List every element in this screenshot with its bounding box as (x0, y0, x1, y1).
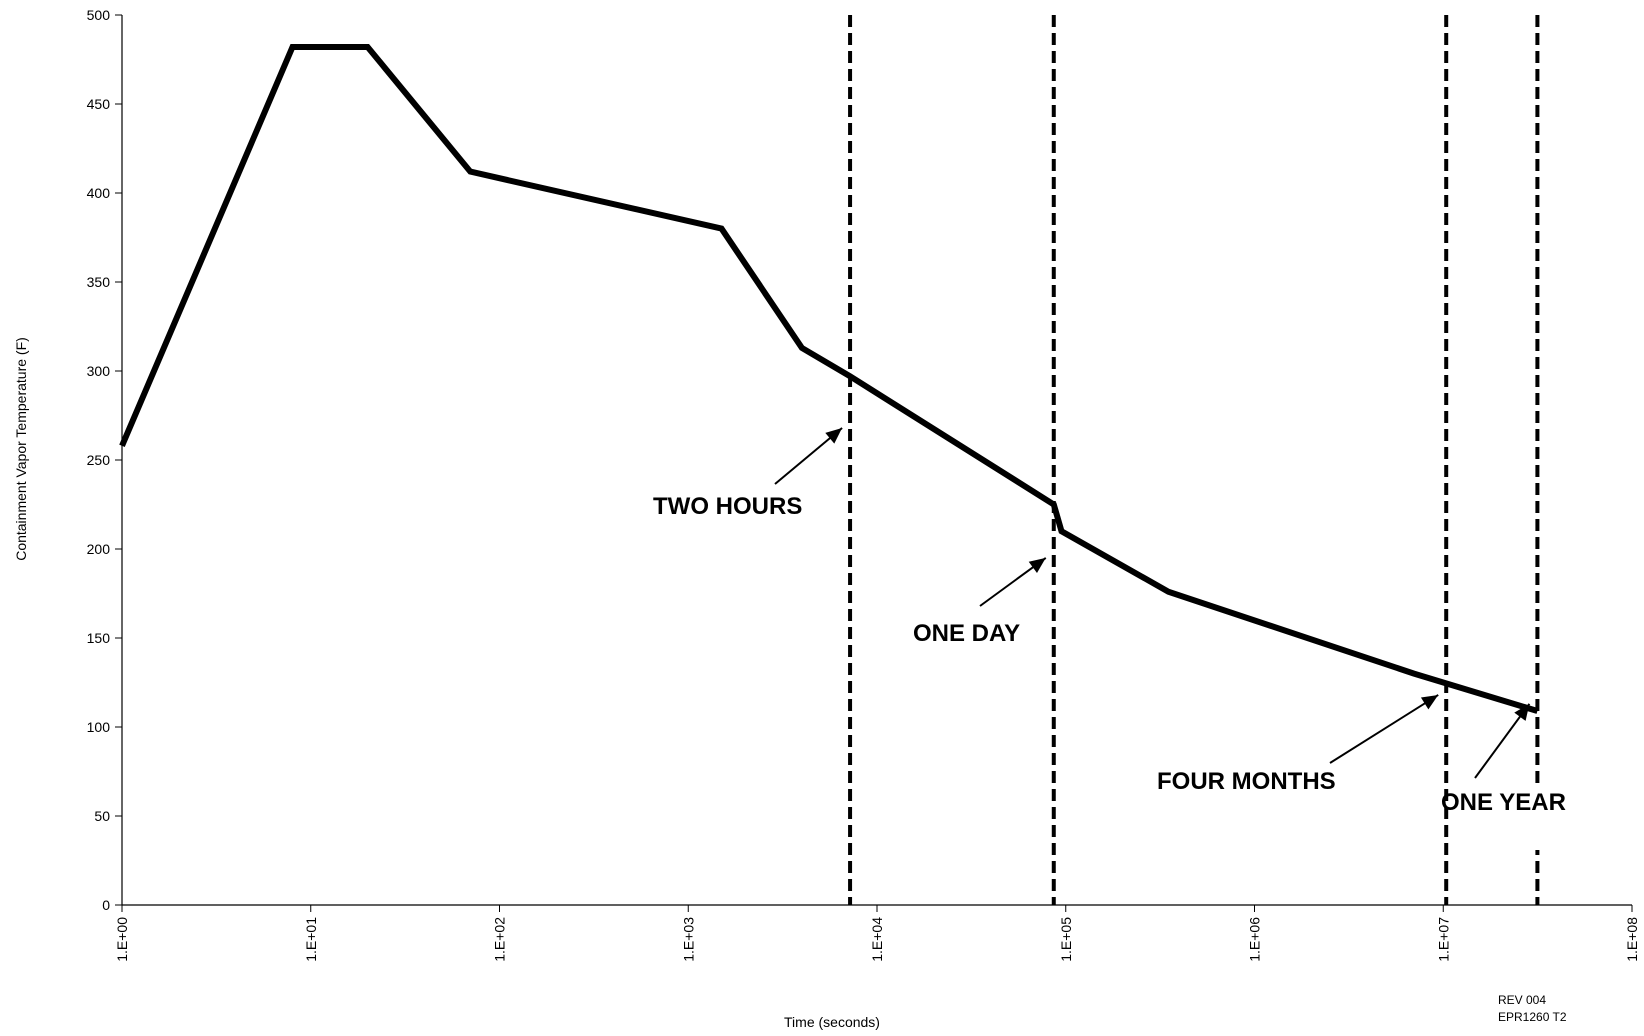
y-tick-label: 350 (87, 274, 111, 290)
annotation-label: FOUR MONTHS (1157, 768, 1336, 795)
annotation-label: ONE DAY (913, 620, 1020, 647)
y-tick-label: 450 (87, 96, 111, 112)
x-tick-label: 1.E+04 (869, 917, 885, 962)
annotation-arrowhead (1420, 694, 1439, 710)
x-tick-label: 1.E+07 (1435, 917, 1451, 962)
annotation-label: TWO HOURS (653, 493, 802, 520)
y-tick-label: 200 (87, 541, 111, 557)
document-id-label: EPR1260 T2 (1498, 1010, 1567, 1024)
annotation-label: ONE YEAR (1441, 789, 1566, 816)
temperature-series-line (119, 44, 1539, 714)
label-backdrop (1531, 784, 1544, 850)
x-axis-title: Time (seconds) (784, 1014, 880, 1030)
x-tick-label: 1.E+08 (1624, 917, 1640, 962)
y-tick-label: 0 (102, 897, 110, 913)
x-tick-label: 1.E+02 (492, 917, 508, 962)
x-tick-label: 1.E+06 (1247, 917, 1263, 962)
annotation-arrowhead (1514, 703, 1530, 721)
y-tick-label: 250 (87, 452, 111, 468)
x-tick-label: 1.E+01 (303, 917, 319, 962)
annotation-arrowhead (825, 427, 843, 444)
y-tick-label: 50 (94, 808, 110, 824)
y-tick-label: 100 (87, 719, 111, 735)
x-tick-label: 1.E+00 (114, 917, 130, 962)
annotation-arrowhead (1028, 557, 1046, 573)
y-tick-label: 150 (87, 630, 111, 646)
y-tick-label: 300 (87, 363, 111, 379)
y-tick-label: 500 (87, 7, 111, 23)
x-tick-label: 1.E+03 (680, 917, 696, 962)
y-tick-label: 400 (87, 185, 111, 201)
x-tick-label: 1.E+05 (1058, 917, 1074, 962)
annotation-arrow-line (1329, 694, 1439, 764)
y-axis-title: Containment Vapor Temperature (F) (13, 337, 29, 561)
revision-label: REV 004 (1498, 993, 1546, 1007)
